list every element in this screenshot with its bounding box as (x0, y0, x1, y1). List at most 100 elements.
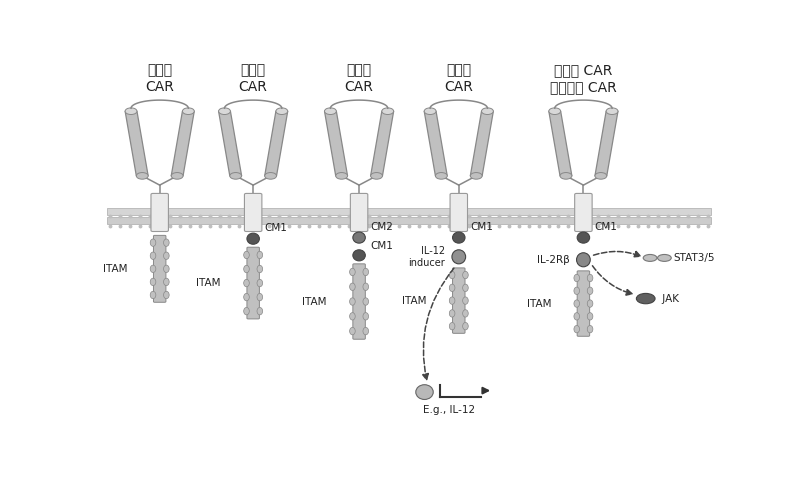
Ellipse shape (171, 172, 183, 179)
Text: CAR: CAR (238, 80, 267, 94)
Ellipse shape (182, 108, 194, 115)
Ellipse shape (150, 252, 156, 259)
Text: E.g., IL-12: E.g., IL-12 (423, 405, 475, 415)
Polygon shape (171, 111, 194, 176)
Ellipse shape (462, 284, 467, 291)
Ellipse shape (257, 293, 263, 301)
Ellipse shape (657, 254, 671, 262)
Ellipse shape (257, 265, 263, 273)
Text: ITAM: ITAM (103, 264, 127, 274)
Ellipse shape (586, 312, 592, 320)
FancyBboxPatch shape (577, 271, 589, 336)
Ellipse shape (353, 232, 365, 243)
Ellipse shape (349, 268, 355, 276)
Text: CAR: CAR (344, 80, 373, 94)
Ellipse shape (573, 312, 579, 320)
Ellipse shape (264, 172, 276, 179)
Ellipse shape (353, 250, 365, 261)
FancyBboxPatch shape (151, 193, 168, 231)
Ellipse shape (381, 108, 393, 115)
Ellipse shape (573, 287, 579, 294)
Ellipse shape (573, 274, 579, 282)
Ellipse shape (336, 172, 347, 179)
Text: IL-2Rβ: IL-2Rβ (536, 255, 569, 265)
FancyBboxPatch shape (107, 207, 711, 215)
Ellipse shape (586, 274, 592, 282)
Text: CM1: CM1 (264, 223, 287, 233)
Polygon shape (424, 111, 446, 176)
Ellipse shape (349, 327, 355, 335)
Ellipse shape (324, 108, 336, 115)
Polygon shape (548, 111, 571, 176)
Ellipse shape (470, 172, 482, 179)
Ellipse shape (462, 310, 467, 317)
Ellipse shape (362, 268, 368, 276)
Ellipse shape (586, 325, 592, 333)
Polygon shape (218, 111, 242, 176)
Ellipse shape (150, 291, 156, 299)
Polygon shape (125, 111, 148, 176)
Text: CM1: CM1 (470, 222, 492, 232)
Ellipse shape (163, 252, 169, 259)
FancyBboxPatch shape (450, 193, 467, 231)
Ellipse shape (481, 108, 493, 115)
Ellipse shape (163, 265, 169, 273)
Text: STAT3/5: STAT3/5 (673, 253, 715, 263)
Ellipse shape (349, 283, 355, 290)
Ellipse shape (243, 293, 249, 301)
Ellipse shape (362, 327, 368, 335)
Polygon shape (370, 111, 393, 176)
Ellipse shape (449, 323, 454, 330)
Ellipse shape (435, 172, 446, 179)
Ellipse shape (449, 297, 454, 304)
Ellipse shape (349, 312, 355, 320)
Ellipse shape (150, 265, 156, 273)
Ellipse shape (548, 108, 560, 115)
Ellipse shape (247, 233, 259, 244)
Text: CM1: CM1 (594, 222, 617, 232)
FancyBboxPatch shape (452, 268, 464, 333)
Text: 第五代 CAR: 第五代 CAR (553, 63, 612, 78)
Ellipse shape (449, 271, 454, 279)
Ellipse shape (586, 287, 592, 294)
Ellipse shape (243, 265, 249, 273)
Ellipse shape (218, 108, 230, 115)
FancyBboxPatch shape (350, 193, 367, 231)
FancyBboxPatch shape (107, 217, 711, 225)
Ellipse shape (257, 251, 263, 259)
Ellipse shape (415, 384, 433, 399)
FancyBboxPatch shape (244, 193, 262, 231)
Ellipse shape (150, 239, 156, 246)
Ellipse shape (576, 253, 589, 267)
Ellipse shape (642, 254, 656, 262)
Polygon shape (264, 111, 287, 176)
Ellipse shape (163, 291, 169, 299)
Ellipse shape (163, 278, 169, 286)
Ellipse shape (125, 108, 137, 115)
Ellipse shape (275, 108, 287, 115)
Text: CAR: CAR (444, 80, 473, 94)
Text: 第二代: 第二代 (240, 63, 265, 78)
Text: CAR: CAR (145, 80, 174, 94)
Text: 或下一代 CAR: 或下一代 CAR (549, 80, 616, 94)
Ellipse shape (257, 308, 263, 315)
Ellipse shape (257, 279, 263, 287)
Text: CM1: CM1 (370, 241, 393, 251)
Ellipse shape (462, 271, 467, 279)
Ellipse shape (636, 293, 654, 304)
Polygon shape (594, 111, 618, 176)
Ellipse shape (370, 172, 382, 179)
FancyBboxPatch shape (353, 264, 365, 339)
Ellipse shape (243, 279, 249, 287)
Ellipse shape (362, 283, 368, 290)
FancyBboxPatch shape (574, 193, 591, 231)
Text: ITAM: ITAM (302, 297, 326, 307)
Text: CM2: CM2 (370, 222, 393, 232)
Ellipse shape (449, 284, 454, 291)
Text: IL-12
inducer: IL-12 inducer (408, 246, 445, 268)
Ellipse shape (349, 298, 355, 305)
Ellipse shape (462, 297, 467, 304)
Ellipse shape (605, 108, 618, 115)
Ellipse shape (243, 251, 249, 259)
Ellipse shape (560, 172, 571, 179)
